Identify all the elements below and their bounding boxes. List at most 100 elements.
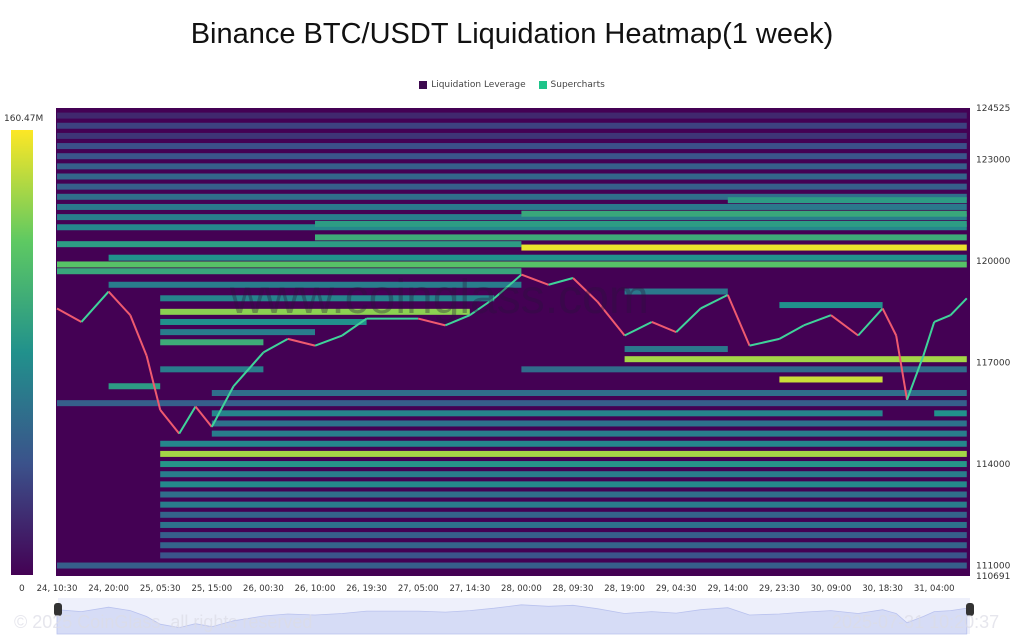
heatmap-band (160, 532, 967, 539)
copyright: © 2025 CoinGlass, all rights reserved (14, 612, 313, 632)
price-segment (803, 314, 832, 327)
price-segment (210, 385, 235, 428)
heatmap-band (57, 241, 522, 248)
price-segment (895, 335, 909, 400)
colorbar-max-label: 160.47M (4, 114, 43, 124)
x-tick-label: 30, 18:30 (862, 584, 903, 594)
price-segment (572, 277, 599, 303)
x-tick-label: 28, 09:30 (553, 584, 594, 594)
x-tick-label: 28, 00:00 (501, 584, 542, 594)
heatmap-band (779, 302, 883, 309)
price-segment (778, 324, 805, 340)
price-segment (749, 337, 780, 347)
heatmap-band (57, 132, 967, 139)
price-segment (444, 314, 471, 327)
price-segment (56, 307, 82, 323)
legend-label: Supercharts (550, 80, 605, 90)
price-segment (417, 317, 446, 327)
heatmap-band (160, 511, 967, 518)
price-segment (906, 355, 925, 401)
heatmap-band (57, 400, 967, 407)
heatmap-band (57, 163, 967, 170)
x-tick-label: 29, 04:30 (656, 584, 697, 594)
legend-swatch (419, 81, 428, 89)
heatmap-band (160, 318, 367, 325)
price-segment (548, 277, 574, 286)
heatmap-band (57, 562, 967, 569)
navigator-area (56, 604, 968, 635)
price-segment (922, 321, 936, 357)
y-axis: 124525 123000 120000 117000 114000 1110001106… (976, 104, 1011, 582)
price-segment (881, 307, 898, 336)
y-tick-label: 117000 (976, 359, 1011, 369)
chart-title: Binance BTC/USDT Liquidation Heatmap(1 w… (190, 18, 834, 50)
heatmap-band (57, 112, 967, 119)
heatmap-band (108, 383, 161, 390)
x-tick-label: 28, 19:00 (604, 584, 645, 594)
price-segment (624, 321, 653, 337)
heatmap-band (108, 254, 967, 261)
legend-item-supercharts[interactable]: Supercharts (538, 80, 605, 90)
timestamp: 2025-07-31 10:20:37 (832, 612, 1000, 632)
heatmap-band (160, 308, 470, 315)
navigator-handle-right[interactable] (966, 603, 974, 616)
legend-swatch (538, 81, 547, 89)
heatmap-band (315, 234, 967, 241)
heatmap-band (624, 346, 728, 353)
y-tick-label: 124525 (976, 104, 1010, 114)
heatmap-band (57, 122, 967, 129)
x-tick-label: 24, 10:30 (37, 584, 78, 594)
x-tick-label: 31, 04:00 (914, 584, 955, 594)
price-segment (469, 297, 495, 317)
heatmap-band (727, 197, 967, 204)
heatmap-band (160, 329, 315, 336)
heatmap-band (211, 390, 967, 397)
heatmap-band (57, 153, 967, 160)
navigator-handle-left[interactable] (54, 603, 62, 616)
price-segment (194, 405, 213, 428)
heatmap-band (160, 450, 967, 457)
y-tick-label: 111000 (976, 562, 1011, 572)
price-segment (857, 307, 884, 337)
price-segment (651, 321, 677, 334)
x-tick-label: 30, 09:00 (811, 584, 852, 594)
heatmap-band (211, 410, 883, 417)
heatmap-band (211, 430, 967, 437)
price-segment (726, 294, 751, 347)
price-segment (521, 273, 549, 286)
price-segment (314, 334, 343, 347)
price-segment (178, 406, 197, 435)
x-tick-label: 25, 05:30 (140, 584, 181, 594)
price-segment (949, 297, 968, 316)
heatmap-band (779, 376, 883, 383)
heatmap-band (57, 268, 522, 275)
x-tick-label: 29, 14:00 (707, 584, 748, 594)
heatmap-band (57, 173, 967, 180)
colorbar-min-label: 0 (19, 584, 25, 594)
watermark: www.coinglass.com (230, 271, 649, 324)
heatmap-band (57, 224, 967, 231)
price-segment (232, 351, 265, 387)
y-tick-label: 120000 (976, 257, 1011, 267)
heatmap-band (57, 143, 967, 150)
heatmap-band (521, 244, 967, 251)
heatmap-band (160, 339, 264, 346)
price-segment (129, 314, 148, 357)
heatmap-band (160, 491, 967, 498)
price-segment (262, 338, 289, 354)
legend-item-liquidation-leverage[interactable]: Liquidation Leverage (419, 80, 526, 90)
x-tick-label: 26, 10:00 (295, 584, 336, 594)
x-tick-label: 26, 19:30 (346, 584, 387, 594)
heatmap-band (160, 521, 967, 528)
heatmap-band (521, 366, 967, 373)
price-segment (159, 409, 180, 435)
y-tick-label: 114000 (976, 460, 1011, 470)
heatmap-band (160, 440, 967, 447)
price-segment (596, 301, 626, 337)
x-tick-label: 27, 14:30 (449, 584, 490, 594)
heatmap-band (57, 193, 967, 200)
heatmap-band (160, 481, 967, 488)
heatmap-band (211, 420, 967, 427)
heatmap-band (160, 501, 967, 508)
